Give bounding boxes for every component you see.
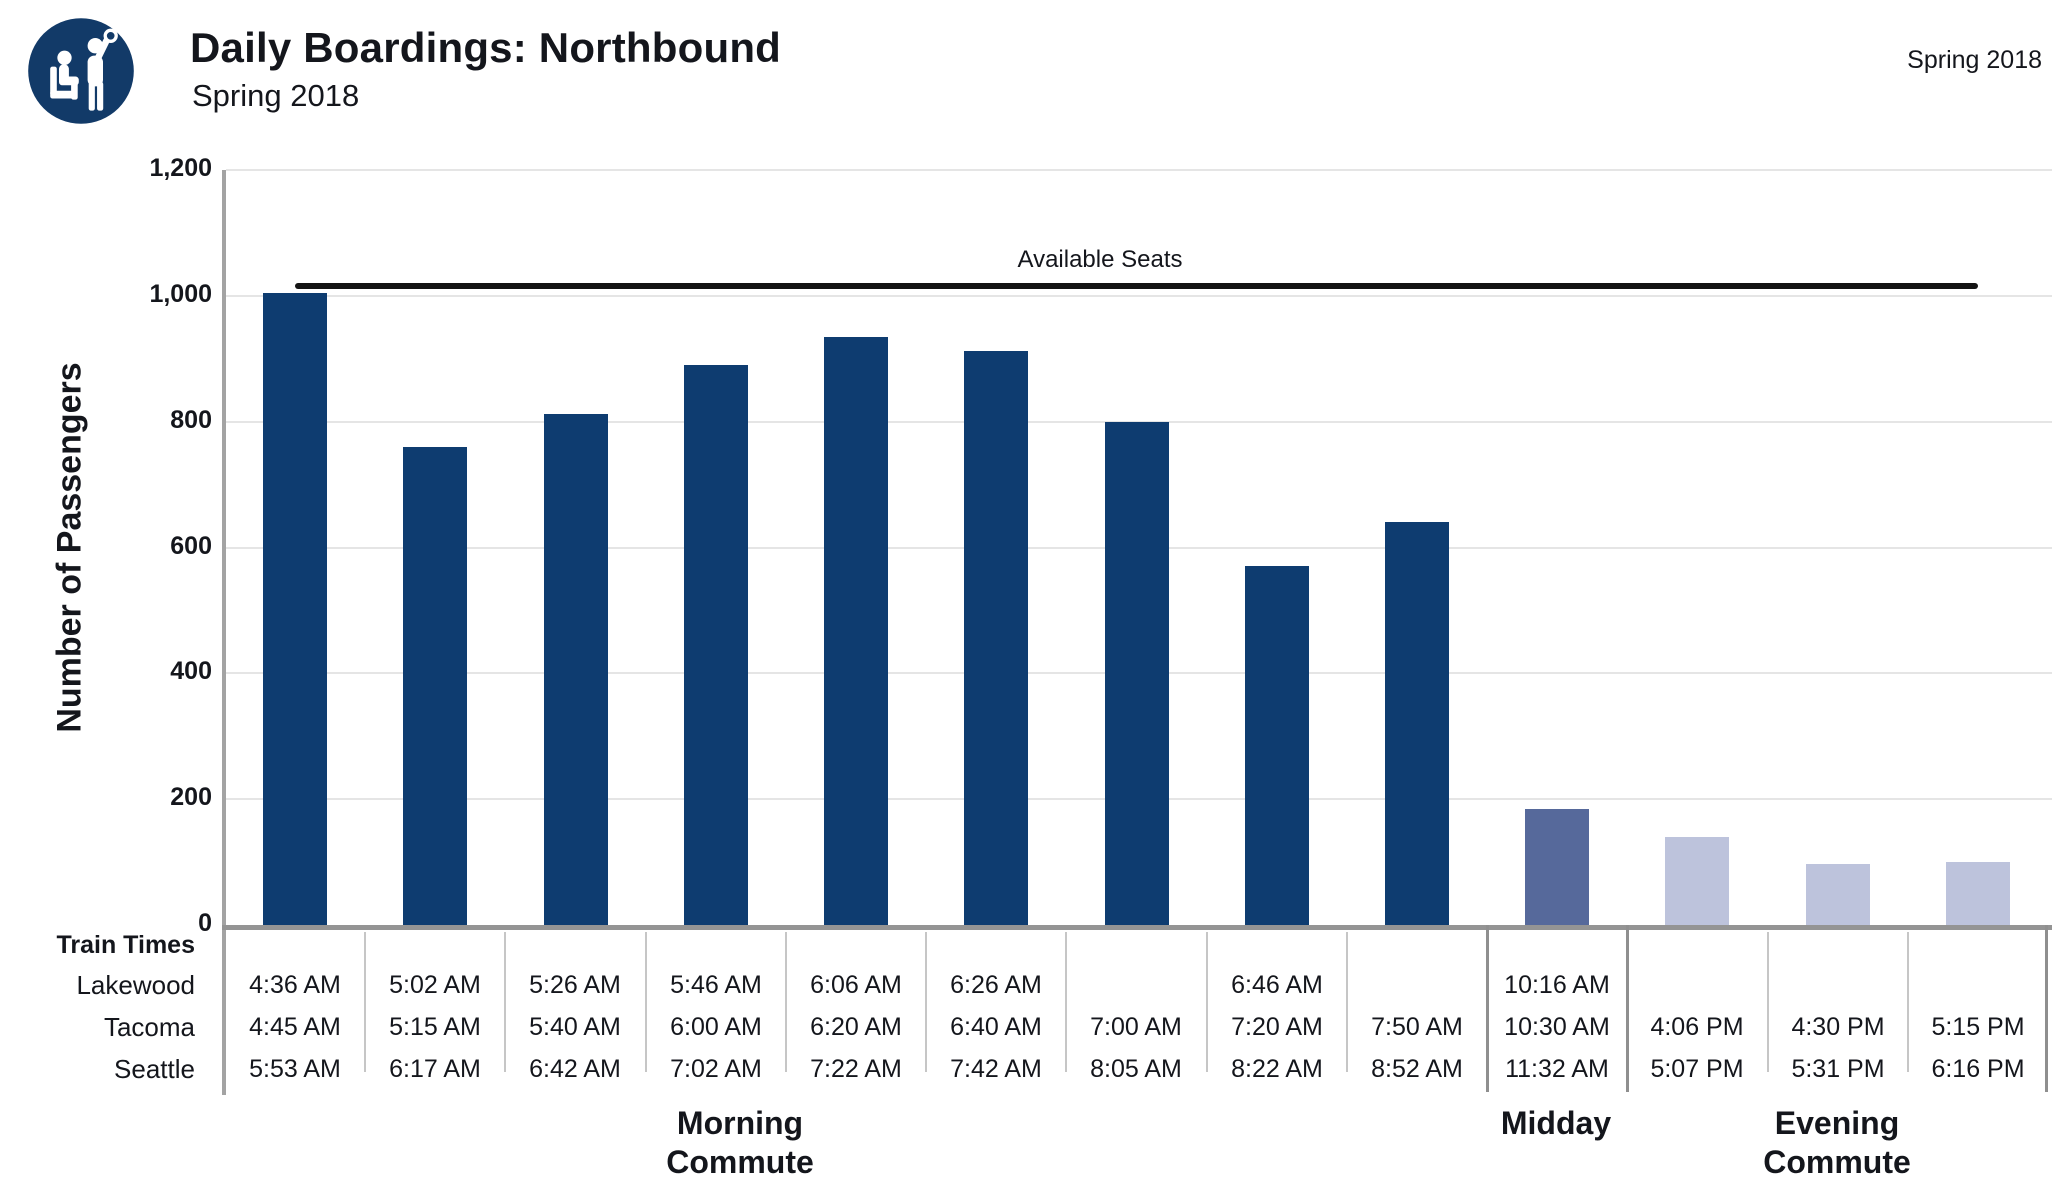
table-divider bbox=[1907, 932, 1909, 1072]
table-divider bbox=[925, 932, 927, 1072]
cell-seattle-9: 8:52 AM bbox=[1371, 1054, 1463, 1083]
bar-evening-12 bbox=[1806, 864, 1870, 925]
table-right-edge bbox=[2045, 925, 2048, 1092]
cell-lakewood-3: 5:26 AM bbox=[529, 970, 621, 999]
cell-lakewood-5: 6:06 AM bbox=[810, 970, 902, 999]
bar-midday-10 bbox=[1525, 809, 1589, 925]
cell-seattle-11: 5:07 PM bbox=[1650, 1054, 1744, 1083]
cell-lakewood-4: 5:46 AM bbox=[670, 970, 762, 999]
corner-date-label: Spring 2018 bbox=[1907, 46, 2042, 74]
cell-tacoma-10: 10:30 AM bbox=[1504, 1012, 1610, 1041]
page-title: Daily Boardings: Northbound bbox=[190, 24, 782, 71]
bar-morning-4 bbox=[684, 365, 748, 925]
cell-tacoma-3: 5:40 AM bbox=[529, 1012, 621, 1041]
cell-tacoma-8: 7:20 AM bbox=[1231, 1012, 1323, 1041]
table-divider bbox=[1486, 925, 1489, 1092]
row-label-tacoma: Tacoma bbox=[103, 1012, 195, 1042]
bar-morning-8 bbox=[1245, 566, 1309, 925]
cell-seattle-3: 6:42 AM bbox=[529, 1054, 621, 1083]
bar-evening-11 bbox=[1665, 837, 1729, 925]
cell-tacoma-4: 6:00 AM bbox=[670, 1012, 762, 1041]
table-divider bbox=[364, 932, 366, 1072]
y-tick-label-0: 0 bbox=[198, 909, 212, 937]
table-divider bbox=[504, 932, 506, 1072]
cell-lakewood-8: 6:46 AM bbox=[1231, 970, 1323, 999]
y-tick-label-1,000: 1,000 bbox=[149, 280, 212, 308]
grid-line-1,000 bbox=[226, 295, 2052, 297]
transit-riders-logo-svg bbox=[28, 18, 134, 124]
cell-seattle-5: 7:22 AM bbox=[810, 1054, 902, 1083]
group-label-midday: Midday bbox=[1501, 1104, 1611, 1143]
bar-morning-3 bbox=[544, 414, 608, 925]
table-divider bbox=[785, 932, 787, 1072]
cell-lakewood-2: 5:02 AM bbox=[389, 970, 481, 999]
cell-tacoma-9: 7:50 AM bbox=[1371, 1012, 1463, 1041]
cell-seattle-8: 8:22 AM bbox=[1231, 1054, 1323, 1083]
y-tick-label-200: 200 bbox=[170, 783, 212, 811]
group-label-morning: Morning Commute bbox=[666, 1104, 814, 1182]
group-label-line: Midday bbox=[1500, 1105, 1612, 1141]
table-divider bbox=[1346, 932, 1348, 1072]
cell-tacoma-6: 6:40 AM bbox=[950, 1012, 1042, 1041]
y-tick-label-400: 400 bbox=[170, 657, 212, 685]
row-label-lakewood: Lakewood bbox=[76, 970, 195, 1000]
cell-seattle-10: 11:32 AM bbox=[1505, 1054, 1609, 1083]
y-tick-label-800: 800 bbox=[170, 406, 212, 434]
x-axis-baseline bbox=[222, 925, 2052, 930]
table-divider bbox=[645, 932, 647, 1072]
group-label-line: Morning bbox=[676, 1105, 804, 1141]
table-divider bbox=[1767, 932, 1769, 1072]
cell-seattle-4: 7:02 AM bbox=[670, 1054, 762, 1083]
cell-seattle-2: 6:17 AM bbox=[389, 1054, 481, 1083]
cell-seattle-7: 8:05 AM bbox=[1090, 1054, 1182, 1083]
cell-tacoma-13: 5:15 PM bbox=[1931, 1012, 2025, 1041]
y-tick-label-1,200: 1,200 bbox=[149, 154, 212, 182]
table-divider bbox=[1626, 925, 1629, 1092]
y-axis-line bbox=[222, 170, 226, 1095]
cell-tacoma-2: 5:15 AM bbox=[389, 1012, 481, 1041]
cell-lakewood-6: 6:26 AM bbox=[950, 970, 1042, 999]
group-label-evening: Evening Commute bbox=[1763, 1104, 1911, 1182]
bar-morning-2 bbox=[403, 447, 467, 925]
cell-tacoma-1: 4:45 AM bbox=[249, 1012, 341, 1041]
bar-morning-6 bbox=[964, 351, 1028, 925]
transit-riders-logo-icon bbox=[26, 16, 136, 126]
group-label-line: Evening bbox=[1774, 1105, 1900, 1141]
bar-morning-7 bbox=[1105, 422, 1169, 925]
cell-tacoma-11: 4:06 PM bbox=[1650, 1012, 1744, 1041]
cell-seattle-13: 6:16 PM bbox=[1931, 1054, 2025, 1083]
row-label-seattle: Seattle bbox=[114, 1054, 195, 1084]
cell-seattle-12: 5:31 PM bbox=[1791, 1054, 1885, 1083]
bar-morning-9 bbox=[1385, 522, 1449, 925]
grid-line-1,200 bbox=[226, 169, 2052, 171]
cell-lakewood-10: 10:16 AM bbox=[1504, 970, 1610, 999]
cell-tacoma-5: 6:20 AM bbox=[810, 1012, 902, 1041]
available-seats-label: Available Seats bbox=[1017, 246, 1183, 273]
table-header-train-times: Train Times bbox=[56, 931, 196, 959]
y-tick-label-600: 600 bbox=[170, 532, 212, 560]
page-subtitle: Spring 2018 bbox=[192, 78, 360, 113]
group-label-line: Commute bbox=[1763, 1144, 1911, 1181]
group-label-line: Commute bbox=[666, 1144, 814, 1181]
cell-seattle-6: 7:42 AM bbox=[950, 1054, 1042, 1083]
cell-tacoma-7: 7:00 AM bbox=[1090, 1012, 1182, 1041]
cell-lakewood-1: 4:36 AM bbox=[249, 970, 341, 999]
bar-morning-1 bbox=[263, 293, 327, 925]
table-divider bbox=[1065, 932, 1067, 1072]
bar-morning-5 bbox=[824, 337, 888, 925]
table-divider bbox=[1206, 932, 1208, 1072]
cell-seattle-1: 5:53 AM bbox=[249, 1054, 341, 1083]
available-seats-line bbox=[295, 283, 1978, 289]
cell-tacoma-12: 4:30 PM bbox=[1791, 1012, 1885, 1041]
bar-evening-13 bbox=[1946, 862, 2010, 925]
